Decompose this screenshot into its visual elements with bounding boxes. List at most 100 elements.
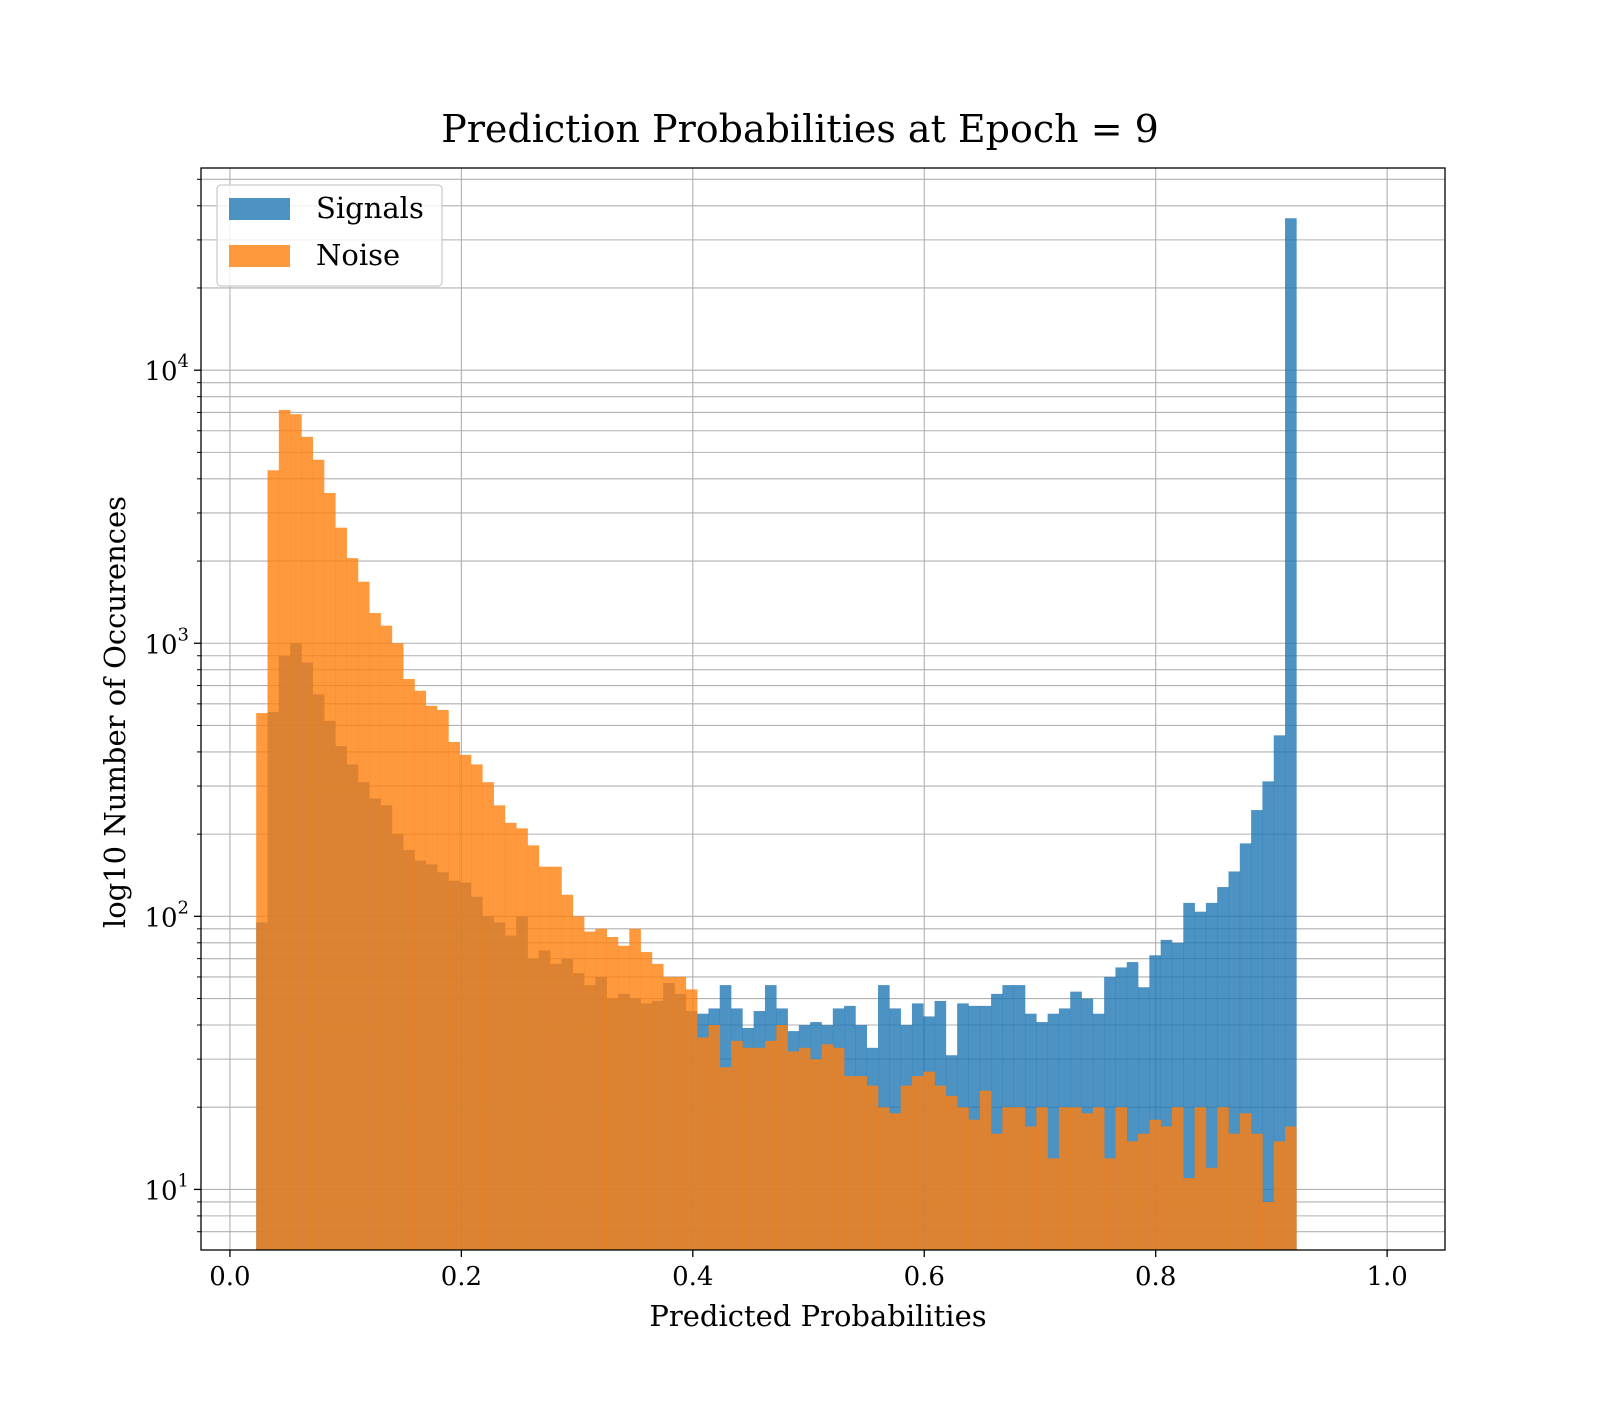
noise-bar [1104, 1158, 1116, 1250]
noise-bar [448, 741, 461, 1250]
noise-bar [1228, 1133, 1241, 1250]
legend: Signals Noise [216, 184, 443, 287]
noise-bar [403, 678, 415, 1250]
noise-bar [991, 1133, 1003, 1250]
noise-bar [663, 976, 675, 1250]
noise-bar [1013, 1107, 1026, 1250]
noise-bar [1081, 1113, 1094, 1250]
signals-bar [1183, 902, 1195, 1250]
axes-frame [200, 167, 1446, 1251]
noise-bar [1002, 1107, 1014, 1250]
signals-bar [1239, 843, 1252, 1250]
noise-bar [787, 1051, 800, 1250]
noise-bar [821, 1044, 834, 1250]
noise-bar [1183, 1178, 1195, 1250]
legend-label-signals: Signals [316, 191, 424, 225]
noise-bar [414, 690, 427, 1250]
x-axis-ticks: 0.0 0.2 0.4 0.6 0.8 1.0 [209, 1250, 1408, 1292]
noise-bar [810, 1059, 822, 1250]
noise-bar [1160, 1126, 1173, 1250]
signals-bar [1104, 976, 1116, 1250]
y-tick-label: 101 [144, 1170, 189, 1206]
noise-bar [855, 1076, 868, 1250]
noise-bar [459, 754, 472, 1250]
noise-bar [324, 493, 336, 1250]
signals-bar [1228, 871, 1241, 1250]
noise-bar [1273, 1141, 1286, 1250]
y-tick-label: 102 [144, 897, 189, 933]
noise-bar [776, 1025, 788, 1250]
noise-bar [335, 527, 347, 1250]
signals-bar [1138, 987, 1150, 1250]
noise-bar [1194, 1107, 1207, 1250]
noise-bar [742, 1047, 754, 1250]
noise-bar [1239, 1113, 1252, 1250]
noise-bar [945, 1095, 958, 1250]
chart-title: Prediction Probabilities at Epoch = 9 [441, 107, 1159, 151]
y-tick-label: 104 [144, 351, 189, 387]
noise-bar [832, 1047, 845, 1250]
noise-bar [889, 1113, 901, 1250]
noise-bar [527, 845, 540, 1250]
noise-bar [380, 625, 393, 1250]
noise-bar [572, 916, 585, 1250]
x-tick-label: 0.4 [672, 1262, 713, 1292]
noise-bar [1285, 1126, 1297, 1250]
noise-bar [731, 1040, 743, 1250]
noise-bar [606, 937, 619, 1250]
noise-bar [267, 470, 280, 1250]
noise-bar [923, 1071, 935, 1250]
noise-bar [1217, 1107, 1229, 1250]
noise-bar [391, 643, 404, 1250]
noise-bar [1171, 1107, 1184, 1250]
noise-bar [957, 1107, 969, 1250]
signals-bar [1285, 218, 1297, 1250]
plot-area: 0.0 0.2 0.4 0.6 0.8 1.0 101 102 103 104 Signals Noi… [144, 167, 1446, 1292]
signals-bar [1217, 887, 1229, 1250]
noise-bar [934, 1085, 947, 1250]
series-noise-bars [256, 409, 1297, 1251]
signals-bar [1047, 1013, 1060, 1250]
noise-bar [1205, 1167, 1218, 1250]
signals-bar [1126, 962, 1139, 1250]
x-axis-label: Predicted Probabilities [649, 1299, 986, 1333]
noise-bar [312, 459, 325, 1251]
noise-bar [1058, 1107, 1071, 1250]
noise-bar [595, 928, 607, 1250]
noise-bar [1262, 1201, 1275, 1250]
x-tick-label: 1.0 [1366, 1262, 1407, 1292]
noise-bar [1025, 1126, 1037, 1250]
noise-bar [753, 1047, 766, 1250]
noise-bar [651, 963, 664, 1250]
noise-bar [911, 1076, 924, 1250]
noise-bar [640, 952, 653, 1250]
noise-bar [357, 581, 370, 1250]
legend-swatch-signals [229, 198, 290, 220]
noise-bar [346, 558, 359, 1250]
noise-bar [504, 822, 517, 1250]
signals-bar [1171, 942, 1184, 1250]
noise-bar [278, 409, 291, 1251]
noise-bar [1092, 1107, 1105, 1250]
noise-bar [1115, 1107, 1128, 1250]
x-tick-label: 0.6 [904, 1262, 945, 1292]
noise-bar [550, 866, 562, 1250]
noise-bar [674, 976, 687, 1250]
signals-bar [1273, 735, 1286, 1250]
noise-bar [301, 436, 314, 1251]
noise-bar [878, 1107, 890, 1250]
y-tick-label: 103 [144, 624, 189, 660]
noise-bar [617, 945, 630, 1250]
noise-bar [493, 805, 506, 1250]
noise-bar [900, 1085, 913, 1250]
noise-bar [256, 713, 268, 1250]
noise-bar [369, 613, 381, 1250]
noise-bar [290, 414, 302, 1250]
noise-bar [538, 866, 551, 1250]
noise-bar [516, 828, 528, 1250]
signals-bar [1149, 955, 1161, 1250]
noise-bar [708, 1025, 721, 1250]
noise-bar [866, 1085, 879, 1250]
noise-bar [764, 1040, 777, 1250]
